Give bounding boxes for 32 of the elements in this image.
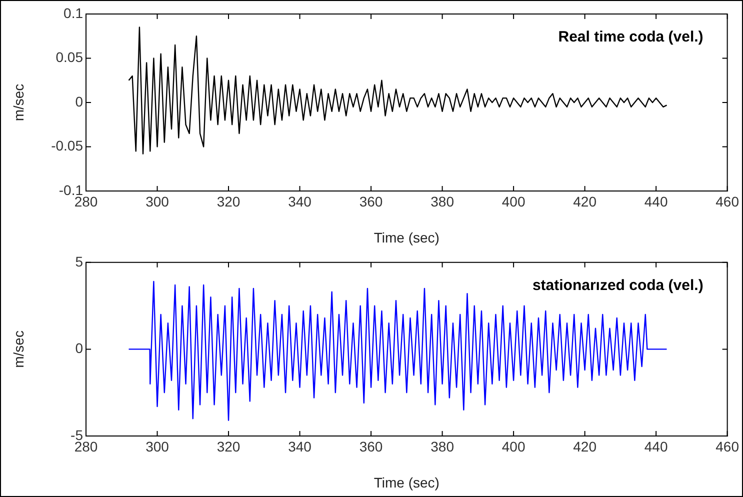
x-tick-label: 460 (716, 193, 740, 210)
y-tick-label: 0.1 (64, 4, 84, 21)
x-tick-label: 360 (359, 193, 383, 210)
x-tick-label: 340 (288, 193, 312, 210)
y-tick-label: 5 (75, 253, 84, 270)
y-axis-title: m/sec (10, 330, 26, 368)
x-tick-label: 320 (216, 438, 240, 454)
x-tick-label: 300 (146, 193, 170, 210)
x-tick-label: 400 (502, 438, 526, 454)
x-tick-label: 420 (573, 193, 597, 210)
x-tick-label: 320 (216, 193, 240, 210)
x-tick-label: 420 (573, 438, 597, 454)
x-axis-title: Time (sec) (374, 229, 440, 246)
x-tick-label: 300 (146, 438, 170, 454)
annotation: Real time coda (vel.) (558, 28, 704, 46)
x-tick-label: 340 (288, 438, 312, 454)
y-tick-label: 0 (75, 93, 84, 110)
y-tick-label: -5 (70, 426, 84, 443)
x-axis-title: Time (sec) (374, 474, 440, 490)
x-tick-label: 400 (502, 193, 526, 210)
y-tick-label: 0 (75, 340, 84, 356)
y-tick-label: 0.05 (56, 49, 84, 66)
annotation: stationarızed coda (vel.) (532, 277, 704, 294)
y-tick-label: -0.1 (58, 182, 84, 198)
x-tick-label: 440 (644, 438, 668, 454)
y-axis-title: m/sec (10, 84, 26, 122)
x-tick-label: 380 (430, 193, 454, 210)
y-tick-label: -0.05 (51, 138, 84, 154)
x-tick-label: 460 (716, 438, 740, 454)
x-tick-label: 380 (430, 438, 454, 454)
x-tick-label: 360 (359, 438, 383, 454)
x-tick-label: 440 (644, 193, 668, 210)
